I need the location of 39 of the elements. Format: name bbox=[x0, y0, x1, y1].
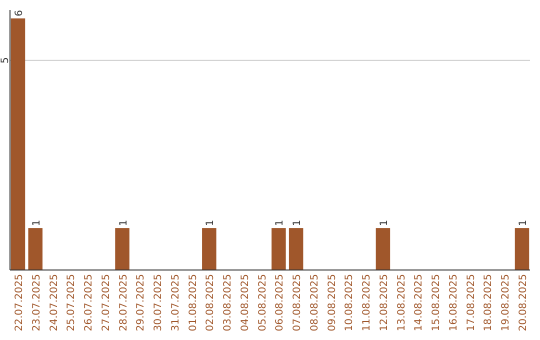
data-label: 1 bbox=[518, 220, 530, 226]
x-tick-label: 23.07.2025 bbox=[31, 274, 42, 332]
x-tick-label: 27.07.2025 bbox=[100, 274, 112, 332]
y-tick-label: 5 bbox=[0, 57, 11, 64]
x-tick-label: 06.08.2025 bbox=[274, 274, 286, 332]
x-tick-label: 02.08.2025 bbox=[205, 274, 216, 332]
x-tick-label: 13.08.2025 bbox=[396, 274, 408, 332]
x-tick-label: 11.08.2025 bbox=[362, 274, 373, 332]
data-label: 1 bbox=[378, 220, 390, 226]
data-label: 1 bbox=[274, 220, 286, 226]
x-tick-label: 15.08.2025 bbox=[431, 274, 442, 332]
x-tick-label: 04.08.2025 bbox=[240, 274, 251, 332]
x-tick-label: 31.07.2025 bbox=[170, 274, 182, 332]
x-tick-label: 20.08.2025 bbox=[518, 274, 530, 332]
x-tick-label: 17.08.2025 bbox=[466, 274, 477, 332]
x-tick-label: 19.08.2025 bbox=[500, 274, 512, 332]
data-label: 1 bbox=[205, 220, 216, 226]
data-label: 6 bbox=[14, 10, 25, 16]
x-tick-label: 05.08.2025 bbox=[257, 274, 268, 332]
x-tick-label: 07.08.2025 bbox=[292, 274, 304, 332]
x-tick-label: 30.07.2025 bbox=[153, 274, 164, 332]
data-label: 1 bbox=[292, 220, 304, 226]
x-tick-label: 16.08.2025 bbox=[448, 274, 460, 332]
x-tick-label: 24.07.2025 bbox=[48, 274, 60, 332]
x-tick-label: 18.08.2025 bbox=[483, 274, 494, 332]
x-tick-label: 14.08.2025 bbox=[414, 274, 425, 332]
x-tick-label: 26.07.2025 bbox=[84, 274, 95, 332]
x-tick-label: 03.08.2025 bbox=[222, 274, 234, 332]
x-tick-label: 10.08.2025 bbox=[344, 274, 356, 332]
x-tick-label: 29.07.2025 bbox=[136, 274, 147, 332]
x-tick-label: 28.07.2025 bbox=[118, 274, 130, 332]
x-tick-label: 01.08.2025 bbox=[188, 274, 199, 332]
x-tick-label: 22.07.2025 bbox=[14, 274, 25, 332]
x-tick-label: 25.07.2025 bbox=[66, 274, 78, 332]
x-tick-label: 12.08.2025 bbox=[378, 274, 390, 332]
x-tick-label: 09.08.2025 bbox=[326, 274, 338, 332]
data-label: 1 bbox=[31, 220, 42, 226]
data-label: 1 bbox=[118, 220, 130, 226]
x-tick-label: 08.08.2025 bbox=[309, 274, 320, 332]
